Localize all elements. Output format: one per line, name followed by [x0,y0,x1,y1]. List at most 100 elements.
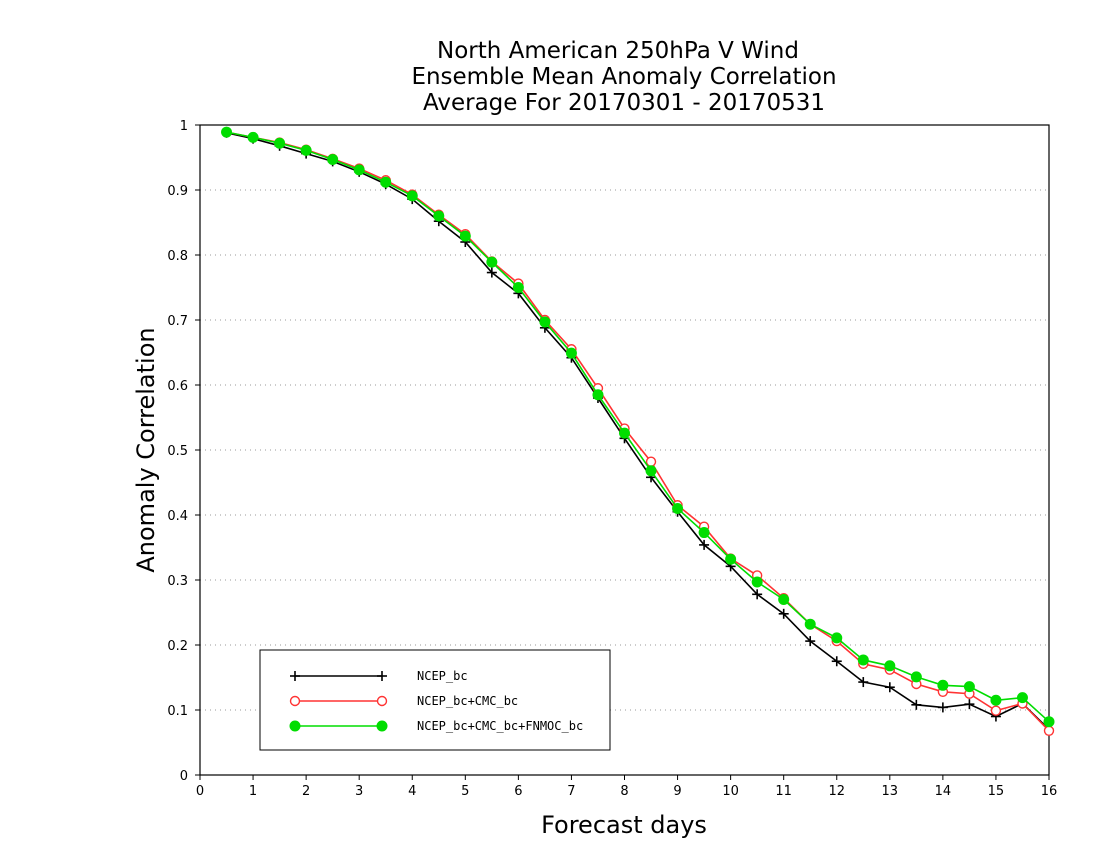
legend-marker-end-0 [377,671,387,681]
y-axis-title: Anomaly Correlation [132,327,160,572]
series-2-point-20 [751,576,763,588]
y-tick-label-8: 0.8 [167,249,188,264]
series-2-point-18 [698,527,710,539]
chart-title-line-2: Ensemble Mean Anomaly Correlation [411,64,836,90]
x-axis-ticks: 0 1 2 3 4 5 6 7 8 9 10 11 12 13 14 15 16 [196,775,1057,799]
x-tick-label-11: 11 [775,784,792,799]
y-tick-label-5: 0.5 [167,444,188,459]
series-2-point-29 [990,694,1002,706]
x-tick-label-1: 1 [249,784,257,799]
series-2-point-16 [645,465,657,477]
series-1-point-31 [1043,725,1055,736]
y-tick-label-4: 0.4 [167,509,188,524]
series-1 [221,126,1055,736]
y-tick-label-3: 0.3 [167,574,188,589]
chart-title-line-3: Average For 20170301 - 20170531 [423,90,825,116]
x-tick-label-4: 4 [408,784,416,799]
series-2-point-21 [778,594,790,605]
y-tick-label-10: 1 [180,119,188,134]
series-0-point-10 [486,267,497,278]
series-2-point-4 [327,153,339,165]
legend-label-1: NCEP_bc+CMC_bc [417,694,518,708]
series-2-point-0 [221,126,233,138]
legend-marker-end-1 [376,695,388,707]
series-2-point-15 [619,427,630,439]
series-2 [221,126,1055,728]
series-2-point-12 [539,316,551,328]
series-2-point-14 [592,389,604,401]
x-axis-title: Forecast days [541,811,707,839]
series-0-point-18 [699,539,710,550]
x-tick-label-2: 2 [302,784,310,799]
series-2-point-7 [406,190,418,202]
x-tick-label-8: 8 [620,784,628,799]
legend-entry-0: NCEP_bc [290,669,468,683]
series-line-1 [226,131,1050,732]
legend-label-0: NCEP_bc [417,669,468,683]
x-tick-label-9: 9 [673,784,681,799]
y-tick-label-1: 0.1 [167,704,188,719]
series-line-0 [226,132,1050,731]
legend: NCEP_bc NCEP_bc+CMC_bc NCEP_bc+CMC_bc+FNMO… [259,649,611,751]
y-tick-label-6: 0.6 [167,379,188,394]
chart-title: North American 250hPa V Wind Ensemble Me… [411,38,836,116]
series-0 [221,127,1054,735]
series-2-point-25 [884,660,896,672]
series-0-point-22 [805,636,816,647]
series-0-point-28 [964,699,975,710]
series-2-point-2 [274,137,286,149]
y-axis-ticks: 0 0.1 0.2 0.3 0.4 0.5 0.6 0.7 0.8 0.9 1 [167,119,200,784]
series-2-point-11 [512,282,524,293]
y-tick-label-0: 0 [180,769,188,784]
series-0-point-20 [752,589,763,600]
series-0-point-25 [884,682,895,693]
legend-label-2: NCEP_bc+CMC_bc+FNMOC_bc [417,719,583,733]
series-2-point-8 [433,210,445,222]
series-0-point-23 [831,656,842,667]
series-1-point-16 [645,456,657,467]
series-0-point-26 [911,699,922,710]
series-2-point-27 [937,679,949,691]
x-tick-label-12: 12 [828,784,845,799]
series-2-point-9 [459,230,471,242]
legend-entry-1: NCEP_bc+CMC_bc [289,694,518,708]
legend-marker-start-0 [290,671,300,681]
x-tick-label-13: 13 [882,784,899,799]
series-2-point-23 [831,632,843,644]
series-2-point-3 [300,144,312,156]
series-0-point-21 [778,608,789,619]
series-1-point-29 [990,705,1002,716]
series-0-point-27 [937,702,948,713]
x-tick-label-5: 5 [461,784,469,799]
y-tick-label-9: 0.9 [167,184,188,199]
x-tick-label-3: 3 [355,784,363,799]
plot-frame [199,124,1050,776]
series-2-point-1 [247,131,259,143]
legend-entry-2: NCEP_bc+CMC_bc+FNMOC_bc [289,719,583,733]
series-line-2 [226,131,1050,723]
series-2-point-5 [353,164,365,176]
series-2-point-26 [910,671,922,683]
y-tick-label-7: 0.7 [167,314,188,329]
series-2-point-6 [380,176,392,188]
series-2-point-30 [1016,692,1028,704]
series-2-point-13 [565,347,577,359]
y-tick-label-2: 0.2 [167,639,188,654]
x-tick-label-15: 15 [988,784,1005,799]
series-2-point-31 [1043,716,1055,728]
series-0-point-24 [858,677,869,688]
x-tick-label-6: 6 [514,784,522,799]
x-tick-label-0: 0 [196,784,204,799]
series-2-point-19 [725,553,737,565]
chart-title-line-1: North American 250hPa V Wind [437,38,799,64]
x-tick-label-10: 10 [722,784,739,799]
legend-marker-start-1 [289,695,301,707]
series-2-point-24 [857,654,869,666]
series-2-point-28 [963,681,975,693]
series-layer [221,126,1055,736]
x-tick-label-16: 16 [1041,784,1058,799]
x-tick-label-14: 14 [935,784,952,799]
series-2-point-22 [804,618,816,630]
x-tick-label-7: 7 [567,784,575,799]
